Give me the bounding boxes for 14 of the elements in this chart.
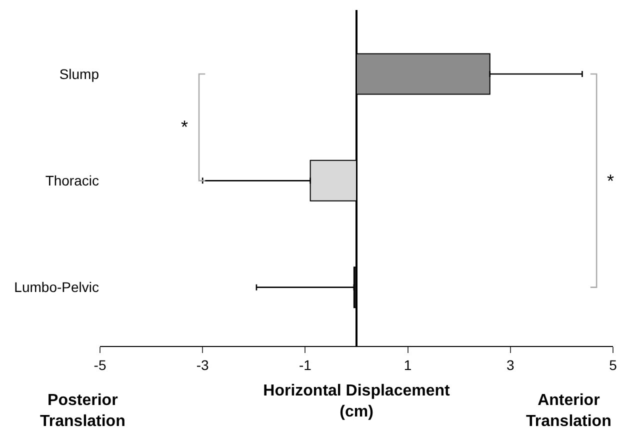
x-tick-label: -3: [196, 356, 210, 373]
y-tick-label: Slump: [59, 66, 100, 82]
annotation: *: [607, 171, 614, 191]
x-tick-label: 3: [506, 356, 514, 373]
y-tick-label: Thoracic: [45, 172, 99, 189]
text: Anterior Translation: [526, 392, 612, 430]
x-tick-label: -5: [94, 356, 106, 373]
x-tick-label: 1: [404, 356, 412, 373]
y-tick-label: Lumbo-Pelvic: [14, 279, 99, 296]
x-axis-title: Horizontal Displacement (cm): [263, 382, 451, 420]
annotation: *: [181, 117, 188, 137]
text: Posterior Translation: [40, 392, 126, 430]
x-tick-label: -1: [298, 356, 312, 373]
x-tick-label: 5: [609, 356, 618, 373]
